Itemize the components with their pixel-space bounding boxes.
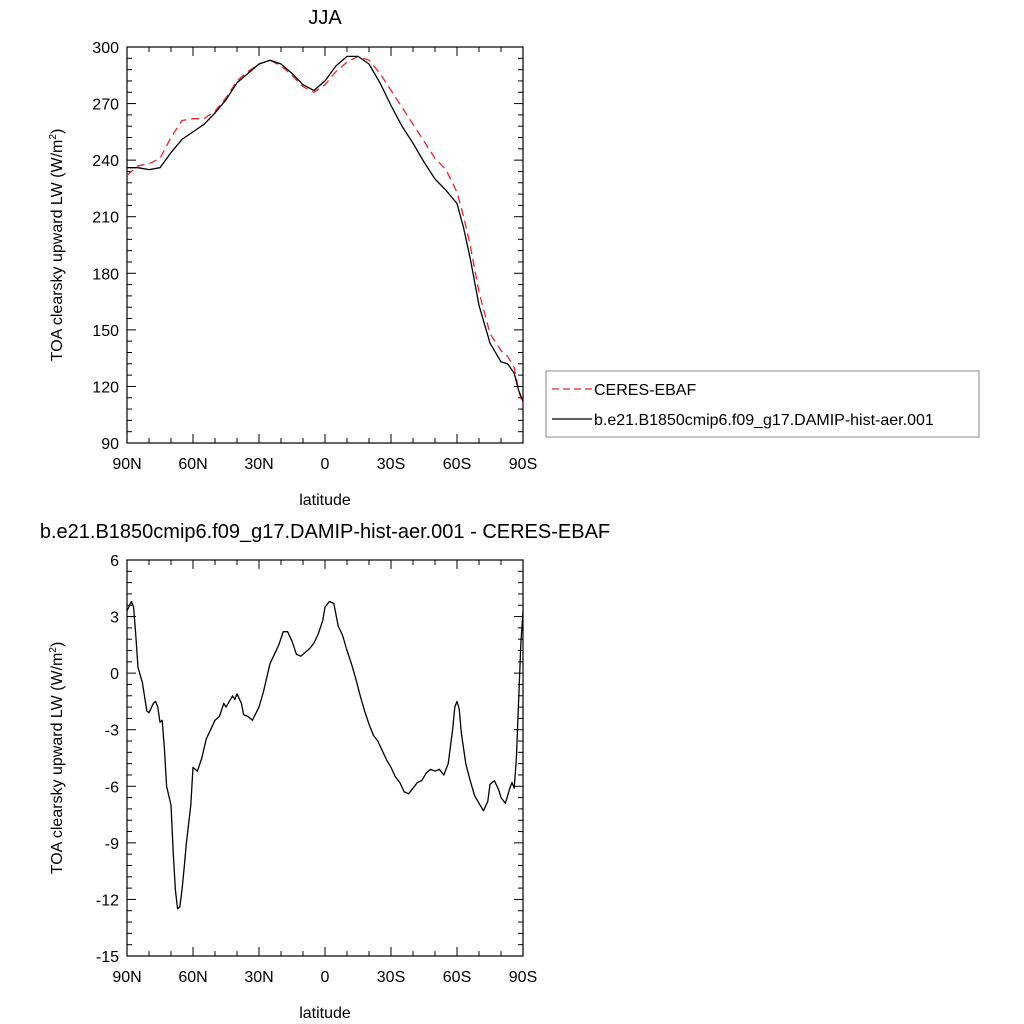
- bottom-x-axis-label: latitude: [299, 1005, 351, 1022]
- y-tick-label: 270: [92, 97, 119, 114]
- bottom-series-lines: [126, 600, 524, 910]
- top-y-axis-label: TOA clearsky upward LW (W/m2): [48, 129, 66, 362]
- y-tick-label: 3: [110, 610, 119, 627]
- x-tick-label: 90N: [112, 456, 141, 473]
- x-tick-label: 90N: [112, 969, 141, 986]
- top-line-chart: JJA 90N 60N 30N 0 30S 60S 90S 90 120 150 180 210 240…: [48, 7, 537, 509]
- y-tick-label: 240: [92, 153, 119, 170]
- bottom-chart-title: b.e21.B1850cmip6.f09_g17.DAMIP-hist-aer.…: [40, 521, 610, 543]
- legend-label-model: b.e21.B1850cmip6.f09_g17.DAMIP-hist-aer.…: [594, 412, 934, 429]
- x-tick-label: 0: [321, 456, 330, 473]
- bottom-y-axis-label: TOA clearsky upward LW (W/m2): [48, 642, 66, 875]
- x-tick-label: 90S: [509, 969, 537, 986]
- x-tick-label: 30N: [244, 456, 273, 473]
- y-tick-label: -9: [105, 836, 119, 853]
- y-tick-label: 210: [92, 210, 119, 227]
- x-tick-label: 60N: [178, 456, 207, 473]
- y-tick-label: 300: [92, 40, 119, 57]
- y-tick-label: -3: [105, 723, 119, 740]
- y-tick-label: -12: [96, 892, 119, 909]
- y-tick-label: 6: [110, 553, 119, 570]
- top-plot-frame: [126, 46, 524, 444]
- series-line-1-0: [126, 600, 524, 910]
- x-tick-label: 60S: [443, 456, 471, 473]
- bottom-plot-frame: [126, 559, 524, 957]
- y-tick-label: -15: [96, 949, 119, 966]
- x-tick-label: 90S: [509, 456, 537, 473]
- x-tick-label: 0: [321, 969, 330, 986]
- series-line-0-0: [126, 55, 524, 406]
- y-tick-label: 150: [92, 323, 119, 340]
- bottom-difference-chart: b.e21.B1850cmip6.f09_g17.DAMIP-hist-aer.…: [40, 521, 610, 1022]
- top-x-axis-label: latitude: [299, 492, 351, 509]
- legend-label-ceres-ebaf: CERES-EBAF: [594, 382, 696, 399]
- y-tick-label: -6: [105, 779, 119, 796]
- top-series-lines: [126, 55, 524, 406]
- y-tick-label: 0: [110, 666, 119, 683]
- y-tick-label: 120: [92, 379, 119, 396]
- x-tick-label: 30S: [377, 456, 405, 473]
- x-tick-label: 30S: [377, 969, 405, 986]
- y-tick-label: 180: [92, 266, 119, 283]
- y-tick-label: 90: [101, 436, 119, 453]
- top-axis-ticks: 90N 60N 30N 0 30S 60S 90S 90 120 150 180 210 240 270 3…: [92, 40, 537, 473]
- bottom-axis-ticks: 90N 60N 30N 0 30S 60S 90S -15 -12 -9 -6 -3 0 3 6: [96, 553, 537, 986]
- x-tick-label: 30N: [244, 969, 273, 986]
- legend: CERES-EBAF b.e21.B1850cmip6.f09_g17.DAMI…: [545, 370, 980, 438]
- x-tick-label: 60S: [443, 969, 471, 986]
- legend-box: [545, 370, 980, 438]
- x-tick-label: 60N: [178, 969, 207, 986]
- series-line-0-1: [127, 55, 524, 402]
- top-chart-title: JJA: [308, 7, 342, 29]
